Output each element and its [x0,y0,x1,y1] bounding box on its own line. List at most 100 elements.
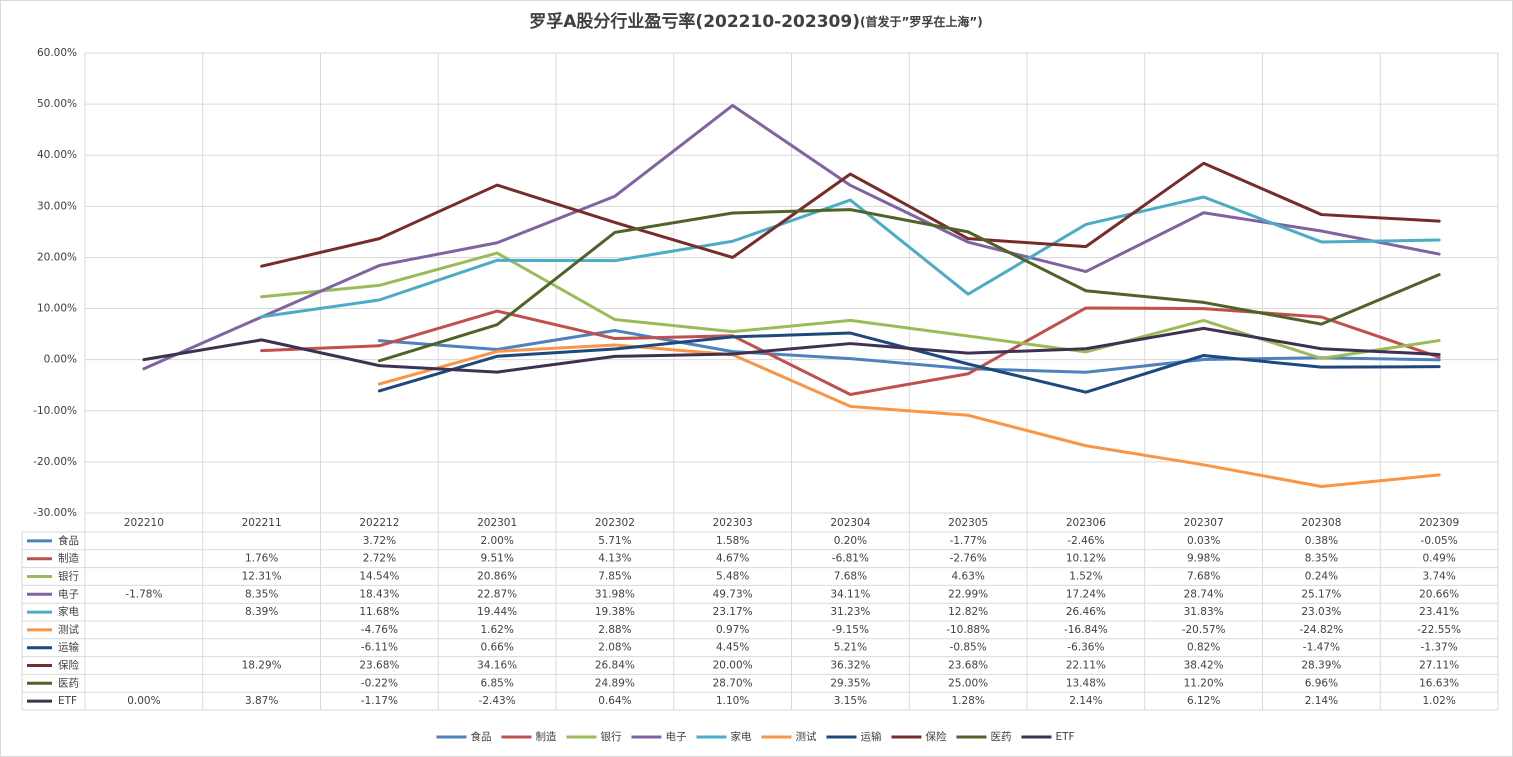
legend-label: 制造 [535,730,556,743]
data-label: 1.52% [1069,571,1102,583]
data-label: 34.16% [477,660,517,672]
data-label: 1.76% [245,553,278,565]
y-tick-label: 20.00% [37,251,77,263]
table-row-label: 医药 [58,677,79,689]
data-label: 10.12% [1066,553,1106,565]
data-label: 22.99% [948,588,988,600]
data-label: 7.85% [598,571,631,583]
data-label: 36.32% [830,660,870,672]
data-label: -4.76% [361,624,398,636]
data-label: 16.63% [1419,677,1459,689]
y-tick-label: -10.00% [33,405,77,417]
legend-label: ETF [1055,731,1074,743]
legend-label: 银行 [600,730,621,743]
data-label: 4.13% [598,553,631,565]
data-label: 1.28% [951,695,984,707]
data-label: 6.96% [1305,677,1338,689]
data-label: 0.97% [716,624,749,636]
data-label: 24.89% [595,677,635,689]
y-tick-label: -30.00% [33,507,77,519]
series-line [377,328,1441,374]
data-label: 0.00% [127,695,160,707]
data-label: -0.05% [1421,535,1458,547]
table-row-label: 家电 [58,605,79,618]
data-label: 5.48% [716,571,749,583]
data-label: 18.29% [242,660,282,672]
table-row-label: 运输 [58,641,79,654]
data-label: 28.39% [1301,660,1341,672]
x-tick-label: 202210 [124,517,164,529]
table-row-label: ETF [58,695,77,707]
x-tick-label: 202301 [477,517,517,529]
x-tick-label: 202305 [948,517,988,529]
data-label: -2.43% [479,695,516,707]
y-tick-label: 0.00% [44,354,77,366]
data-label: 0.64% [598,695,631,707]
data-label: 0.82% [1187,642,1220,654]
data-label: -2.46% [1067,535,1104,547]
data-label: -0.22% [361,677,398,689]
data-label: 3.15% [834,695,867,707]
table-row-label: 制造 [58,552,79,565]
data-label: -9.15% [832,624,869,636]
data-label: 38.42% [1184,660,1224,672]
data-label: 31.23% [830,606,870,618]
data-label: 0.03% [1187,535,1220,547]
chart-subtitle: (首发于”罗孚在上海”) [860,14,983,29]
data-label: 28.74% [1184,588,1224,600]
data-label: 2.88% [598,624,631,636]
x-tick-label: 202309 [1419,517,1459,529]
data-label: 9.51% [480,553,513,565]
data-label: 6.12% [1187,695,1220,707]
data-label: 0.49% [1422,553,1455,565]
data-label: 2.14% [1305,695,1338,707]
y-tick-label: -20.00% [33,456,77,468]
data-label: 0.66% [480,642,513,654]
data-label: 25.00% [948,677,988,689]
data-label: 11.68% [359,606,399,618]
data-label: -6.11% [361,642,398,654]
data-label: -0.85% [950,642,987,654]
data-label: 18.43% [359,588,399,600]
data-label: 23.17% [713,606,753,618]
data-label: 8.35% [245,588,278,600]
data-label: 3.72% [363,535,396,547]
series-line [260,251,1441,360]
data-label: -22.55% [1417,624,1461,636]
data-label: 3.74% [1422,571,1455,583]
data-label: 23.03% [1301,606,1341,618]
data-label: 26.46% [1066,606,1106,618]
y-tick-label: 30.00% [37,200,77,212]
data-label: 0.24% [1305,571,1338,583]
data-label: 8.39% [245,606,278,618]
series-line [260,195,1441,319]
data-label: 26.84% [595,660,635,672]
data-label: -1.47% [1303,642,1340,654]
x-tick-label: 202211 [242,517,282,529]
data-label: 14.54% [359,571,399,583]
data-label: 1.58% [716,535,749,547]
legend-label: 食品 [470,730,491,743]
data-label: -1.77% [950,535,987,547]
data-label: 8.35% [1305,553,1338,565]
data-label: 13.48% [1066,677,1106,689]
data-label: 17.24% [1066,588,1106,600]
data-label: 20.86% [477,571,517,583]
data-label: 9.98% [1187,553,1220,565]
data-label: 0.38% [1305,535,1338,547]
legend-label: 测试 [795,730,816,743]
data-label: 23.68% [948,660,988,672]
x-tick-label: 202304 [830,517,870,529]
y-tick-label: 50.00% [37,98,77,110]
data-label: -24.82% [1299,624,1343,636]
data-label: -6.81% [832,553,869,565]
data-label: 4.45% [716,642,749,654]
data-label: 11.20% [1184,677,1224,689]
legend-label: 电子 [665,730,686,743]
data-label: -6.36% [1067,642,1104,654]
legend-label: 家电 [730,730,751,743]
data-label: -1.78% [125,588,162,600]
data-label: 23.68% [359,660,399,672]
